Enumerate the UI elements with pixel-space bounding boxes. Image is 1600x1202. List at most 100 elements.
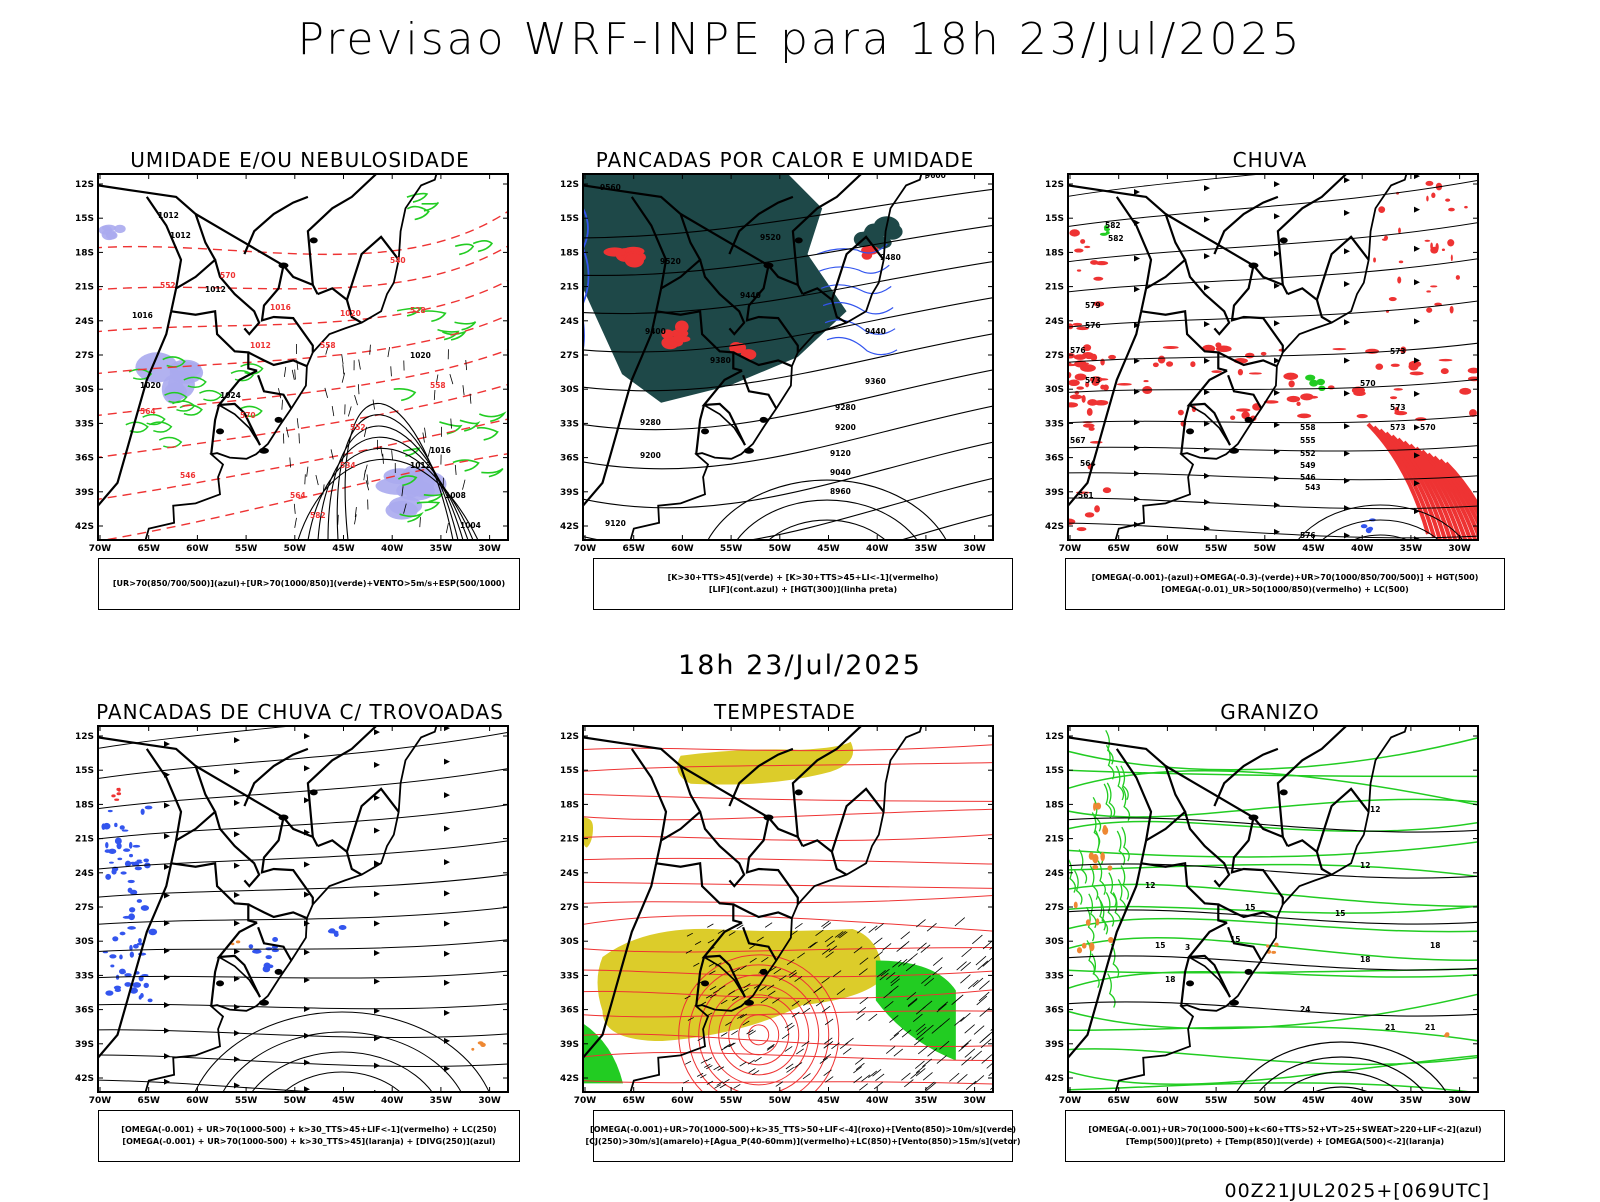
lon-label: 30W (963, 1096, 986, 1106)
lon-label: 65W (622, 1096, 645, 1106)
lon-label: 45W (1302, 544, 1325, 554)
lat-label: 12S (1045, 732, 1064, 742)
border-line (1068, 737, 1185, 863)
lat-label: 42S (1045, 522, 1064, 532)
lon-label: 45W (332, 1096, 355, 1106)
border-line (248, 904, 307, 918)
contour-label: 573 (1390, 347, 1406, 356)
lon-label: 50W (769, 1096, 792, 1106)
lon-label: 60W (1156, 544, 1179, 554)
contour-label: 21 (1385, 1023, 1395, 1032)
streamline (88, 1080, 518, 1096)
contour-label: 9200 (835, 423, 856, 432)
contour-label: 552 (160, 281, 176, 290)
lon-label: 30W (1448, 544, 1471, 554)
map-content (61, 694, 518, 1132)
legend-pancadas-calor: [K>30+TTS>45](verde) + [K>30+TTS>45+LI<-… (593, 558, 1013, 610)
legend-line: [OMEGA(-0.001)+UR>70(1000-500)+k<60+TTS>… (1088, 1124, 1481, 1136)
contour-label: 18 (1360, 955, 1370, 964)
lat-label: 30S (560, 385, 579, 395)
lat-label: 33S (560, 971, 579, 981)
lat-label: 12S (75, 732, 94, 742)
lat-label: 42S (75, 522, 94, 532)
contour-label: 573 (1390, 423, 1406, 432)
contour-line (1063, 821, 1483, 831)
contour-label: 1012 (158, 211, 179, 220)
contour-label: 24 (1300, 1005, 1310, 1014)
contour-label: 9280 (835, 403, 856, 412)
coastline (61, 818, 98, 1098)
contour-label: 1016 (430, 446, 451, 455)
lat-label: 33S (560, 419, 579, 429)
contour-label: 9120 (830, 449, 851, 458)
lat-label: 15S (75, 766, 94, 776)
lat-label: 15S (560, 766, 579, 776)
mid-title: 18h 23/Jul/2025 (0, 650, 1600, 681)
map-content (546, 703, 1003, 1115)
contour-label: 534 (340, 461, 356, 470)
lat-label: 39S (75, 1040, 94, 1050)
lat-label: 15S (75, 214, 94, 224)
border-line (832, 789, 884, 852)
contour-label: 1020 (340, 309, 361, 318)
legend-line: [UR>70(850/700/500)](azul)+[UR>70(1000/8… (113, 578, 505, 590)
lat-label: 27S (75, 351, 94, 361)
legend-line: [LIF](cont.azul) + [HGT(300)](linha pret… (709, 584, 897, 596)
streamline (573, 834, 1003, 841)
lat-label: 18S (75, 800, 94, 810)
lon-label: 65W (137, 1096, 160, 1106)
border-line (147, 749, 181, 841)
border-line (248, 352, 307, 366)
legend-trovoadas: [OMEGA(-0.001) + UR>70(1000-500) + k>30_… (98, 1110, 520, 1162)
lon-label: 70W (574, 544, 597, 554)
contour-label: 558 (430, 381, 446, 390)
contour-label: 9600 (925, 171, 946, 180)
lon-label: 30W (963, 544, 986, 554)
contour-line (1063, 993, 1483, 1029)
contour-label: 558 (1300, 423, 1316, 432)
lon-label: 65W (1107, 1096, 1130, 1106)
footer-timestamp: 00Z21JUL2025+[069UTC] (1225, 1180, 1491, 1202)
contour-label: 582 (1108, 234, 1124, 243)
lon-label: 70W (1059, 1096, 1082, 1106)
lon-label: 40W (1351, 544, 1374, 554)
contour-label: 9520 (660, 257, 681, 266)
contour-label: 21 (1425, 1023, 1435, 1032)
lat-label: 39S (1045, 1040, 1064, 1050)
lat-label: 27S (1045, 903, 1064, 913)
contour-label: 564 (1080, 459, 1096, 468)
coastline (145, 703, 442, 1098)
contour-label: 543 (1305, 483, 1321, 492)
lat-label: 33S (75, 971, 94, 981)
border-line (803, 840, 847, 874)
streamline (1058, 342, 1488, 363)
lat-label: 33S (1045, 419, 1064, 429)
coastline (546, 266, 583, 546)
contour-label: 9520 (760, 233, 781, 242)
contour-label: 549 (1300, 461, 1316, 470)
contour-label: 567 (1070, 436, 1086, 445)
lon-label: 60W (1156, 1096, 1179, 1106)
coastline (1031, 266, 1068, 546)
lat-label: 30S (75, 385, 94, 395)
border-line (1278, 726, 1346, 837)
lat-label: 36S (560, 1006, 579, 1016)
contour-label: 15 (1230, 935, 1240, 944)
lon-label: 30W (478, 544, 501, 554)
contour-label: 552 (350, 423, 366, 432)
lon-label: 35W (1400, 1096, 1423, 1106)
main-title: Previsao WRF-INPE para 18h 23/Jul/2025 (0, 14, 1600, 65)
contour-line (1063, 919, 1483, 932)
contour-label: 9120 (605, 519, 626, 528)
lat-label: 27S (560, 903, 579, 913)
lat-label: 15S (560, 214, 579, 224)
coastline (61, 266, 98, 546)
legend-line: [OMEGA(-0.001) + UR>70(1000-500) + k>30_… (122, 1136, 495, 1148)
legend-line: [OMEGA(-0.001) + UR>70(1000-500) + k>30_… (121, 1124, 496, 1136)
lat-label: 24S (1045, 317, 1064, 327)
legend-tempestade: [OMEGA(-0.001)+UR>70(1000-500)+k>35_TTS>… (593, 1110, 1013, 1162)
lon-label: 55W (720, 1096, 743, 1106)
